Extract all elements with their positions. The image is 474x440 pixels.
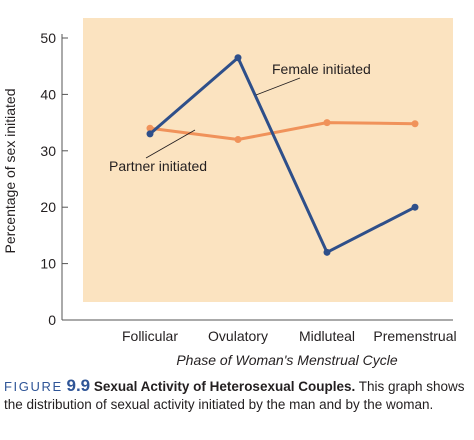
y-tick-label: 30 [40, 143, 56, 159]
partner-initiated-line [149, 121, 416, 142]
female-initiated-point [323, 248, 331, 256]
female-initiated-label: Female initiated [272, 61, 371, 77]
figure-caption: FIGURE 9.9 Sexual Activity of Heterosexu… [4, 377, 470, 414]
female-initiated-point [234, 54, 242, 62]
female-initiated-point [411, 203, 419, 211]
x-tick-label: Midluteal [299, 328, 355, 344]
partner-initiated-point [146, 124, 154, 132]
caption-title: Sexual Activity of Heterosexual Couples. [93, 379, 356, 394]
chart-svg: 0 10 20 30 40 50 Percentage of sex initiated Fo… [2, 18, 457, 368]
y-axis-title: Percentage of sex initiated [2, 89, 18, 254]
partner-initiated-point [323, 119, 331, 127]
y-tick-label: 50 [40, 30, 56, 46]
female-leader-line [255, 77, 301, 96]
x-tick-label: Ovulatory [208, 328, 268, 344]
figure-label: FIGURE [4, 379, 63, 394]
line-chart: 0 10 20 30 40 50 Percentage of sex initiated Fo… [2, 18, 457, 368]
plot-background [83, 18, 453, 302]
y-tick-label: 40 [40, 86, 56, 102]
female-initiated-point [146, 130, 154, 138]
caption-text: This graph shows the distribution of sex… [4, 379, 465, 412]
x-tick-label: Premenstrual [373, 328, 456, 344]
y-tick-label: 0 [48, 312, 56, 328]
y-tick-label: 20 [40, 199, 56, 215]
female-initiated-line [149, 56, 416, 254]
figure-number: 9.9 [66, 376, 91, 395]
x-tick-label: Follicular [122, 328, 178, 344]
partner-initiated-label: Partner initiated [109, 158, 207, 174]
partner-initiated-point [411, 120, 419, 128]
x-axis-title: Phase of Woman's Menstrual Cycle [176, 352, 398, 368]
partner-initiated-point [234, 136, 242, 144]
partner-leader-line [145, 129, 196, 159]
y-tick-label: 10 [40, 256, 56, 272]
